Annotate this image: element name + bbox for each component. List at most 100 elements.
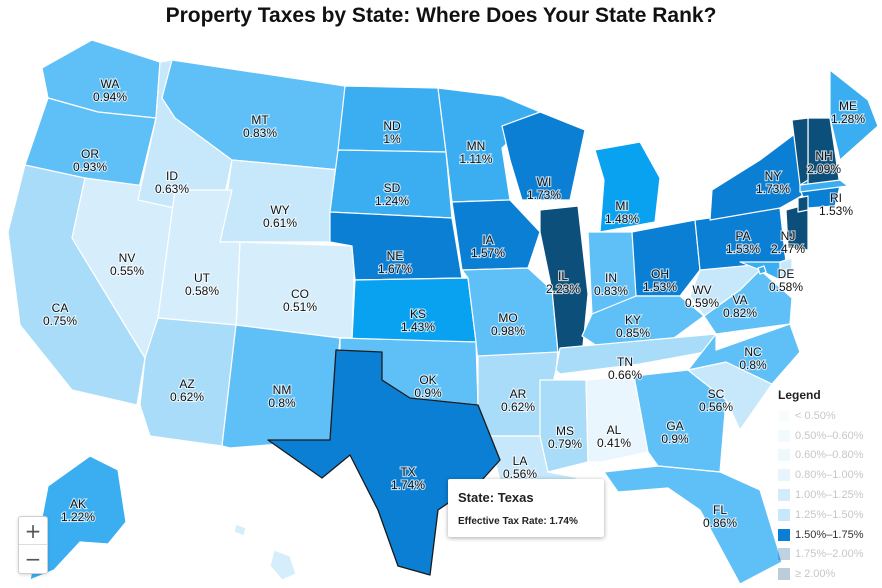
- massachusetts-shape: [799, 179, 849, 193]
- state-rate-in: 0.83%: [594, 284, 628, 298]
- state-abbr-wv: WV: [692, 283, 711, 297]
- state-label-id: ID 0.63%: [155, 169, 189, 196]
- state-label-ak: AK 1.22%: [61, 497, 95, 524]
- state-rate-ia: 1.57%: [471, 246, 505, 260]
- state-wi[interactable]: [501, 111, 586, 201]
- legend-item-label: 0.60%–0.80%: [795, 449, 864, 462]
- legend-item[interactable]: 0.60%–0.80%: [778, 446, 878, 466]
- state-label-tn: TN 0.66%: [608, 355, 642, 382]
- state-rate-nm: 0.8%: [268, 396, 296, 410]
- state-mi[interactable]: [594, 141, 661, 233]
- legend-item[interactable]: ≥ 2.00%: [778, 564, 878, 584]
- state-label-me: ME 1.28%: [831, 99, 865, 126]
- state-label-ne: NE 1.67%: [378, 249, 412, 276]
- state-rate-de: 0.58%: [769, 280, 803, 294]
- zoom-in-button[interactable]: +: [24, 518, 42, 543]
- state-rate-ky: 0.85%: [616, 326, 650, 340]
- map-svg[interactable]: WA 0.94%OR 0.93%CA 0.75%NV 0.55%ID 0.63%MT 0.8…: [0, 34, 882, 588]
- connecticut-shape: [797, 195, 809, 213]
- state-fl[interactable]: [603, 465, 783, 585]
- legend-swatch: [778, 528, 790, 541]
- state-nc[interactable]: [687, 323, 801, 385]
- legend-item[interactable]: 0.50%–0.60%: [778, 426, 878, 446]
- state-abbr-ri: RI: [830, 191, 842, 205]
- legend-swatch: [778, 449, 790, 462]
- legend-item[interactable]: 1.50%–1.75%: [778, 525, 878, 545]
- legend-item-label: 0.50%–0.60%: [795, 429, 864, 442]
- state-label-ks: KS 1.43%: [401, 307, 435, 334]
- legend: Legend < 0.50% 0.50%–0.60% 0.60%–0.80% 0.80…: [778, 388, 878, 584]
- state-label-de: DE 0.58%: [769, 267, 803, 294]
- state-label-ri: RI 1.53%: [819, 191, 853, 218]
- state-label-co: CO 0.51%: [283, 287, 317, 314]
- state-rate-al: 0.41%: [597, 436, 631, 450]
- state-label-wa: WA 0.94%: [93, 77, 127, 104]
- state-label-ok: OK 0.9%: [414, 373, 442, 400]
- state-label-ut: UT 0.58%: [185, 271, 219, 298]
- legend-item-label: 1.75%–2.00%: [795, 548, 864, 561]
- state-mn[interactable]: [437, 87, 541, 203]
- choropleth-map[interactable]: WA 0.94% OR 0.93% CA 0.75% NV 0.55% ID 0.63% MT 0.8…: [0, 34, 882, 588]
- legend-item[interactable]: 1.75%–2.00%: [778, 545, 878, 565]
- state-rate-ny: 1.73%: [756, 182, 790, 196]
- hawaii-island-2: [269, 549, 297, 581]
- page-title: Property Taxes by State: Where Does Your…: [165, 4, 717, 27]
- state-label-ms: MS 0.79%: [548, 424, 582, 451]
- state-ms[interactable]: [539, 379, 589, 473]
- legend-swatch: [778, 409, 790, 422]
- legend-swatch: [778, 548, 790, 561]
- state-rate-nc: 0.8%: [739, 358, 767, 372]
- state-rate-sd: 1.24%: [375, 194, 409, 208]
- state-rate-ga: 0.9%: [661, 432, 689, 446]
- state-label-al: AL 0.41%: [597, 423, 631, 450]
- state-label-ia: IA 1.57%: [471, 233, 505, 260]
- state-abbr-sd: SD: [384, 181, 401, 195]
- state-abbr-fl: FL: [713, 503, 727, 517]
- state-abbr-pa: PA: [735, 229, 750, 243]
- state-abbr-de: DE: [778, 267, 795, 281]
- dc-shape: [757, 265, 767, 275]
- legend-item[interactable]: 1.25%–1.50%: [778, 505, 878, 525]
- state-abbr-wy: WY: [270, 203, 289, 217]
- state-label-fl: FL 0.86%: [703, 503, 737, 530]
- state-label-va: VA 0.82%: [723, 293, 757, 320]
- state-me[interactable]: [829, 69, 879, 161]
- tooltip-tax-rate: Effective Tax Rate: 1.74%: [458, 516, 578, 527]
- state-rate-ks: 1.43%: [401, 320, 435, 334]
- state-label-tx: TX 1.74%: [391, 465, 425, 492]
- state-rate-nv: 0.55%: [110, 264, 144, 278]
- state-abbr-ks: KS: [410, 307, 426, 321]
- state-rate-la: 0.56%: [503, 467, 537, 481]
- state-rate-sc: 0.56%: [699, 400, 733, 414]
- state-tx[interactable]: [267, 349, 501, 576]
- state-abbr-az: AZ: [179, 377, 194, 391]
- legend-item[interactable]: 0.80%–1.00%: [778, 465, 878, 485]
- zoom-control: + −: [18, 516, 48, 574]
- state-rate-il: 2.23%: [546, 282, 580, 296]
- state-rate-mt: 0.83%: [243, 126, 277, 140]
- legend-item[interactable]: < 0.50%: [778, 406, 878, 426]
- state-ia[interactable]: [451, 199, 541, 271]
- legend-item[interactable]: 1.00%–1.25%: [778, 485, 878, 505]
- state-label-mi: MI 1.48%: [605, 199, 639, 226]
- state-rate-wa: 0.94%: [93, 90, 127, 104]
- state-rate-or: 0.93%: [73, 160, 107, 174]
- tooltip-state-name: State: Texas: [458, 490, 534, 505]
- legend-swatch: [778, 508, 790, 521]
- legend-swatch: [778, 469, 790, 482]
- state-label-ga: GA 0.9%: [661, 419, 689, 446]
- zoom-out-button[interactable]: −: [19, 544, 47, 572]
- state-abbr-ms: MS: [556, 424, 574, 438]
- state-abbr-me: ME: [839, 99, 857, 113]
- state-oh[interactable]: [631, 219, 701, 297]
- state-abbr-in: IN: [605, 271, 617, 285]
- state-tooltip: State: Texas Effective Tax Rate: 1.74%: [448, 479, 604, 537]
- legend-item-label: < 0.50%: [795, 409, 836, 422]
- state-label-wy: WY 0.61%: [263, 203, 297, 230]
- state-abbr-nh: NH: [815, 149, 832, 163]
- state-label-nc: NC 0.8%: [739, 345, 767, 372]
- state-label-nd: ND 1%: [383, 119, 401, 146]
- legend-item-label: ≥ 2.00%: [795, 568, 836, 581]
- state-al[interactable]: [585, 375, 649, 463]
- legend-swatch: [778, 429, 790, 442]
